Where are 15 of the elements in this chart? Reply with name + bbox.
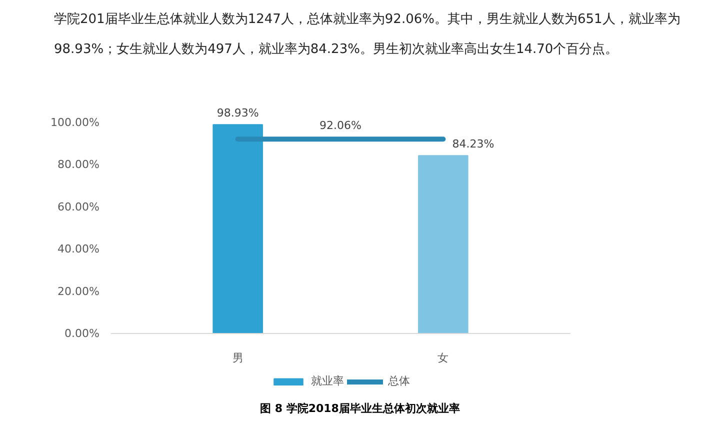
legend-label: 就业率	[311, 374, 344, 388]
text: 学院201届毕业生总体就业人数为1247人，总体就业率为92.06%。其中，男生就业人数为651人，就业率为98.93%；女生就业人数为497人，就业率为84.23%。男生初次就业率高出女生14.70个百分点。	[54, 11, 682, 59]
y-tick-label: 20.00%	[58, 284, 100, 298]
legend-label: 总体	[388, 374, 410, 388]
y-tick-label: 0.00%	[64, 327, 100, 340]
y-tick-label: 80.00%	[58, 158, 100, 172]
data-label: 98.93%	[216, 106, 259, 120]
x-tick-label: 男	[232, 352, 244, 364]
y-tick-label: 40.00%	[58, 242, 100, 256]
y-tick-label: 100.00%	[50, 116, 100, 129]
x-tick-label: 女	[438, 352, 449, 364]
y-tick-label: 60.00%	[58, 200, 100, 214]
text: 图 8 学院2018届毕业生总体初次就业率	[260, 401, 460, 417]
data-label: 84.23%	[452, 138, 494, 151]
annotation: 92.06%	[320, 119, 362, 132]
